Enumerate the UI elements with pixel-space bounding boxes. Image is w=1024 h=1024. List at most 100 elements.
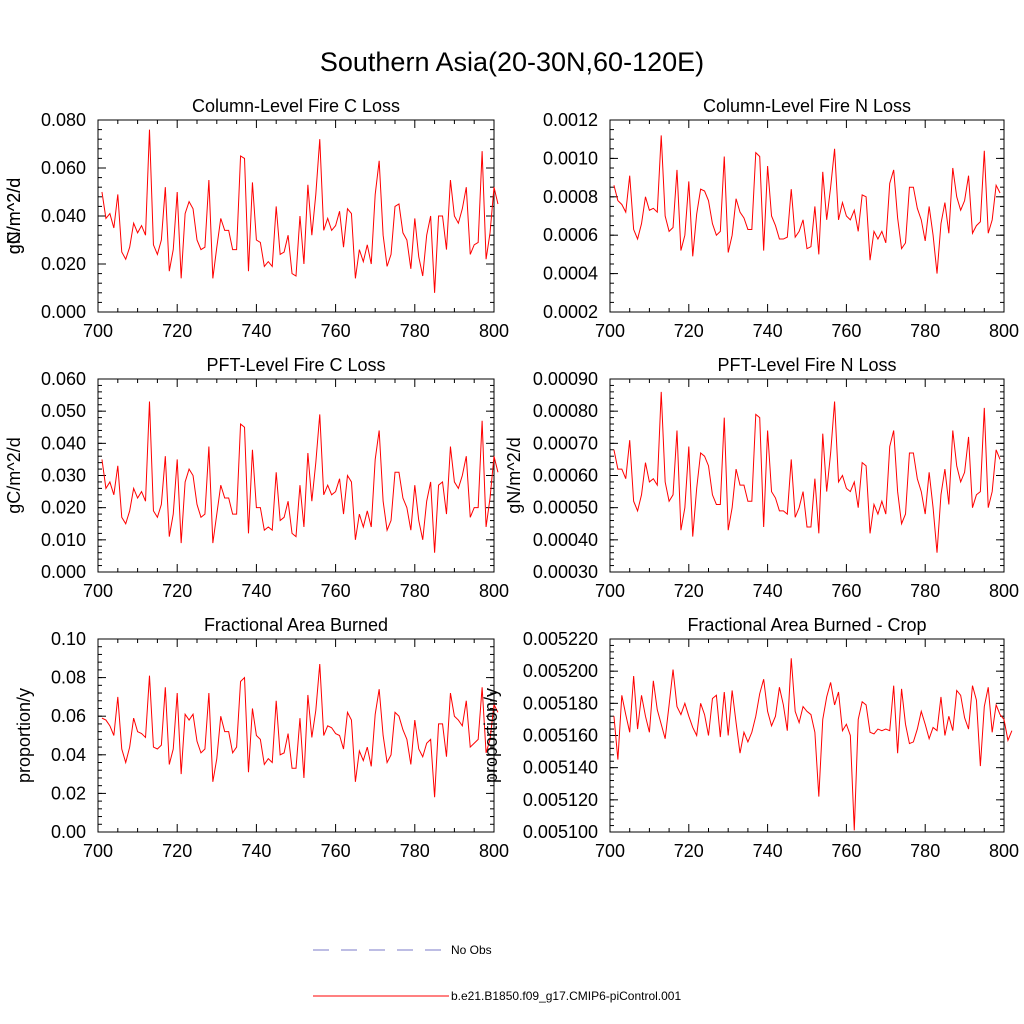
y-tick-label: 0.00090 [533, 369, 598, 389]
panel-5: Fractional Area Burned proportion/y 700 720… [14, 615, 509, 861]
y-tick-label: 0.060 [41, 369, 86, 389]
legend-item-obs: No Obs [313, 943, 492, 957]
panel-title: Column-Level Fire N Loss [703, 96, 911, 116]
y-tick-label: 0.02 [51, 783, 86, 803]
y-tick-label: 0.005200 [523, 661, 598, 681]
y-tick-label: 0.040 [41, 206, 86, 226]
y-tick-label: 0.06 [51, 706, 86, 726]
x-tick-label: 740 [753, 841, 783, 861]
panel-6: Fractional Area Burned - Crop proportion/… [481, 615, 1019, 861]
panels: Column-Level Fire C Loss gC/m^2/d 700 720 74… [4, 96, 1019, 861]
x-tick-label: 740 [241, 581, 271, 601]
x-tick-label: 800 [989, 321, 1019, 341]
y-tick-label: 0.005180 [523, 693, 598, 713]
y-tick-label: 0.080 [41, 110, 86, 130]
panel-title: Column-Level Fire C Loss [192, 96, 400, 116]
plot-frame [97, 378, 495, 573]
x-tick-label: 700 [595, 321, 625, 341]
x-tick-label: 700 [83, 841, 113, 861]
panel-title: PFT-Level Fire N Loss [717, 355, 896, 375]
x-tick-label: 760 [831, 581, 861, 601]
y-tick-label: 0.005120 [523, 790, 598, 810]
y-axis-label: gC/m^2/d [4, 437, 24, 513]
x-tick-label: 760 [831, 321, 861, 341]
x-tick-label: 760 [321, 321, 351, 341]
x-tick-label: 800 [989, 581, 1019, 601]
x-tick-label: 760 [321, 841, 351, 861]
y-tick-label: 0.00050 [533, 498, 598, 518]
x-tick-label: 720 [674, 581, 704, 601]
x-tick-label: 700 [83, 321, 113, 341]
y-axis-label: gC/m^2/d [4, 178, 24, 254]
y-tick-label: 0.000 [41, 302, 86, 322]
x-tick-label: 740 [753, 321, 783, 341]
y-tick-label: 0.0006 [543, 225, 598, 245]
x-tick-label: 800 [989, 841, 1019, 861]
series-line [101, 664, 499, 798]
y-tick-label: 0.0010 [543, 148, 598, 168]
plot-frame [97, 638, 495, 833]
legend: No Obs b.e21.B1850.f09_g17.CMIP6-piContr… [313, 943, 681, 1003]
series-line [613, 391, 1001, 553]
y-tick-label: 0.005220 [523, 629, 598, 649]
y-tick-label: 0.005140 [523, 758, 598, 778]
x-tick-label: 720 [674, 841, 704, 861]
y-axis-label: gN/m^2/d [4, 178, 24, 254]
y-tick-label: 0.08 [51, 668, 86, 688]
x-tick-label: 800 [479, 321, 509, 341]
series-line [613, 135, 1001, 274]
plot-frame [609, 119, 1005, 313]
x-tick-label: 780 [400, 841, 430, 861]
y-tick-label: 0.060 [41, 158, 86, 178]
y-tick-label: 0.00080 [533, 401, 598, 421]
plot-frame [609, 378, 1005, 573]
x-tick-label: 800 [479, 841, 509, 861]
series-line [101, 401, 499, 553]
y-tick-label: 0.00 [51, 822, 86, 842]
y-tick-label: 0.00030 [533, 562, 598, 582]
y-tick-label: 0.040 [41, 433, 86, 453]
y-tick-label: 0.10 [51, 629, 86, 649]
y-tick-label: 0.000 [41, 562, 86, 582]
x-tick-label: 780 [400, 581, 430, 601]
y-tick-label: 0.005160 [523, 726, 598, 746]
x-tick-label: 800 [479, 581, 509, 601]
y-tick-label: 0.0002 [543, 302, 598, 322]
y-tick-label: 0.0004 [543, 264, 598, 284]
panel-title: Fractional Area Burned - Crop [687, 615, 926, 635]
x-tick-label: 740 [241, 321, 271, 341]
y-tick-label: 0.0008 [543, 187, 598, 207]
y-tick-label: 0.010 [41, 530, 86, 550]
x-tick-label: 780 [400, 321, 430, 341]
y-tick-label: 0.005100 [523, 822, 598, 842]
y-axis-label: proportion/y [14, 688, 34, 783]
series-line [613, 658, 1013, 831]
panel-title: Fractional Area Burned [204, 615, 388, 635]
legend-label-model: b.e21.B1850.f09_g17.CMIP6-piControl.001 [451, 989, 681, 1003]
y-axis-label: proportion/y [481, 688, 501, 783]
series-line [101, 129, 499, 293]
y-tick-label: 0.030 [41, 466, 86, 486]
x-tick-label: 780 [910, 581, 940, 601]
x-tick-label: 700 [595, 581, 625, 601]
y-axis-label: gN/m^2/d [504, 437, 524, 513]
x-tick-label: 720 [162, 841, 192, 861]
y-tick-label: 0.020 [41, 498, 86, 518]
x-tick-label: 700 [595, 841, 625, 861]
panel-1: Column-Level Fire C Loss gC/m^2/d 700 720 74… [4, 96, 509, 341]
x-tick-label: 720 [162, 321, 192, 341]
legend-label-obs: No Obs [451, 943, 492, 957]
x-tick-label: 780 [910, 321, 940, 341]
y-tick-label: 0.04 [51, 745, 86, 765]
figure-title: Southern Asia(20-30N,60-120E) [320, 47, 704, 77]
x-tick-label: 740 [753, 581, 783, 601]
x-tick-label: 760 [321, 581, 351, 601]
y-tick-label: 0.0012 [543, 110, 598, 130]
panel-2: Column-Level Fire N Loss gN/m^2/d 700 720 74… [4, 96, 1019, 341]
y-tick-label: 0.00060 [533, 466, 598, 486]
panel-4: PFT-Level Fire N Loss gN/m^2/d 700 720 740 76… [504, 355, 1019, 601]
x-tick-label: 780 [910, 841, 940, 861]
y-tick-label: 0.00070 [533, 433, 598, 453]
x-tick-label: 720 [674, 321, 704, 341]
